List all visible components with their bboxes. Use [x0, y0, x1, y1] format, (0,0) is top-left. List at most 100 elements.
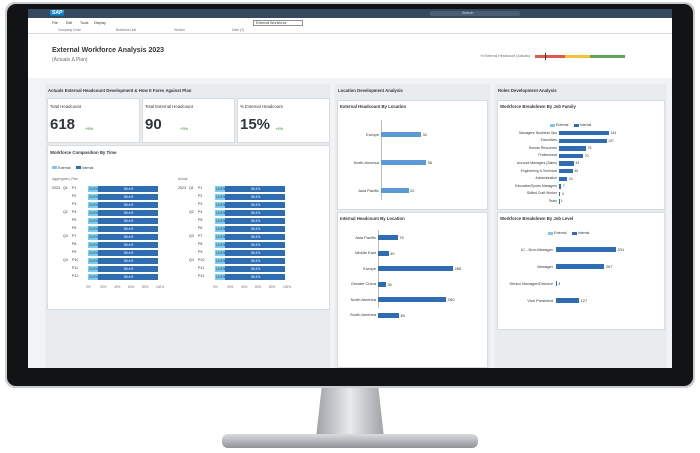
card: [337, 212, 488, 368]
quarter-label: Q3: [189, 234, 194, 238]
axis-label: 40%: [241, 285, 248, 289]
story-filter[interactable]: [253, 20, 303, 26]
bar-value: 40: [390, 250, 395, 256]
bar-value: 70: [584, 153, 589, 158]
segment-label: 14.6%: [216, 274, 226, 279]
bar-value: 260: [447, 297, 455, 302]
category-label: Vice President: [527, 297, 553, 303]
bar: [381, 188, 409, 193]
segment-label: 14.6%: [216, 266, 226, 271]
axis-label: 100%: [156, 285, 165, 289]
kpi-delta: +4%: [275, 126, 284, 131]
segment-label: 85.4%: [124, 218, 134, 223]
internal-segment: [225, 250, 285, 256]
category-label: Executives: [540, 138, 557, 143]
period-label: P6: [198, 226, 203, 230]
card: [497, 212, 665, 330]
gauge-green: [590, 55, 625, 58]
bar-value: 32: [422, 132, 427, 137]
legend-swatch: [550, 123, 555, 127]
kpi-value: 15%: [240, 116, 271, 133]
bar: [559, 153, 584, 159]
external-segment: [88, 242, 99, 248]
category-label: Europe: [363, 265, 376, 271]
bar-value: 285: [454, 266, 462, 271]
legend-label: Internal: [578, 231, 590, 235]
bar-value: 30: [387, 281, 392, 287]
bar: [556, 281, 557, 286]
category-label: Asia Pacific: [358, 187, 379, 193]
bar-value: 331: [617, 247, 625, 252]
segment-label: 14.6%: [216, 186, 226, 191]
segment-label: 85.4%: [251, 218, 261, 223]
segment-label: 14.6%: [89, 186, 99, 191]
external-segment: [88, 186, 99, 192]
menu-item[interactable]: File: [52, 21, 58, 25]
category-label: North America: [350, 296, 376, 302]
year-label: 2023: [178, 186, 186, 190]
internal-segment: [98, 266, 158, 272]
external-segment: [215, 266, 226, 272]
segment-label: 85.4%: [251, 210, 261, 215]
kpi-label: Total External Headcount: [145, 104, 194, 109]
category-label: Senior Manager/Director: [509, 280, 553, 286]
category-label: Manager: [537, 263, 553, 269]
segment-label: 85.4%: [251, 234, 261, 239]
internal-segment: [225, 202, 285, 208]
bar: [556, 264, 605, 269]
period-label: P2: [198, 194, 203, 198]
external-segment: [215, 218, 226, 224]
segment-label: 14.6%: [89, 210, 99, 215]
quarter-label: Q2: [189, 210, 194, 214]
period-label: P3: [198, 202, 203, 206]
bar: [378, 266, 453, 271]
external-segment: [215, 202, 226, 208]
bar-value: 144: [610, 131, 617, 135]
category-label: Education/Sports Managers: [515, 183, 557, 188]
menu-item[interactable]: Tools: [80, 21, 89, 25]
segment-label: 14.6%: [216, 218, 226, 223]
category-label: Greater China: [350, 281, 376, 286]
period-label: P7: [72, 234, 77, 238]
legend-swatch: [574, 123, 579, 127]
card-title: Workforce Breakdown By Job Family: [500, 104, 576, 109]
card-title: External Headcount By Location: [340, 104, 407, 109]
bar: [559, 169, 573, 174]
bar-value: 4: [558, 281, 561, 286]
card: [237, 98, 330, 143]
segment-label: 85.4%: [124, 258, 134, 263]
external-segment: [215, 242, 226, 248]
category-label: North America: [353, 159, 379, 165]
menu-item[interactable]: Display: [94, 21, 106, 25]
card: [337, 100, 488, 210]
segment-label: 85.4%: [251, 186, 261, 191]
card: [142, 98, 235, 143]
segment-label: 14.6%: [89, 250, 99, 255]
filter-chip: Business Unit: [116, 28, 137, 32]
period-label: P1: [198, 186, 203, 190]
kpi-label: % External Headcount: [240, 104, 283, 109]
category-label: Middle East: [355, 250, 376, 255]
period-label: P6: [72, 226, 77, 230]
category-label: IC - Non-Manager: [520, 246, 553, 252]
stand-base: [222, 434, 478, 448]
segment-label: 14.6%: [89, 226, 99, 231]
bar-value: 80: [400, 312, 405, 318]
internal-segment: [225, 266, 285, 272]
bar: [559, 199, 560, 204]
bar: [559, 138, 607, 143]
external-segment: [88, 210, 99, 216]
sap-logo: SAP: [50, 10, 65, 16]
axis-label: 0%: [213, 285, 218, 289]
axis-label: 80%: [142, 285, 149, 289]
filter-chip: Date (2): [232, 28, 244, 32]
segment-label: 85.4%: [251, 258, 261, 263]
menu-item[interactable]: Edit: [66, 21, 73, 25]
segment-label: 85.4%: [251, 266, 261, 271]
external-segment: [215, 250, 226, 256]
quarter-label: Q1: [189, 186, 194, 190]
internal-segment: [98, 234, 158, 240]
legend-label: Internal: [580, 123, 592, 127]
filter-chip: Version: [174, 28, 185, 32]
bar-value: 4: [561, 191, 564, 196]
